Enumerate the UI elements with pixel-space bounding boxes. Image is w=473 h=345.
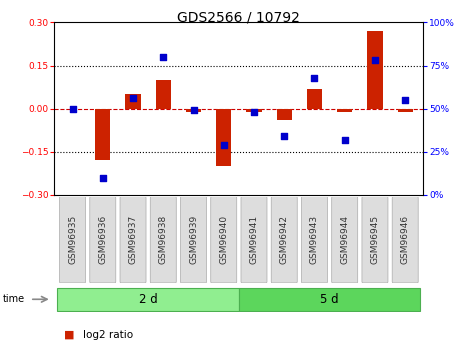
Text: GSM96939: GSM96939 [189, 215, 198, 264]
Text: GSM96938: GSM96938 [159, 215, 168, 264]
FancyBboxPatch shape [301, 197, 327, 283]
FancyBboxPatch shape [241, 197, 267, 283]
Point [69, 106, 76, 111]
Bar [398, 109, 413, 111]
Point [341, 137, 349, 142]
FancyBboxPatch shape [362, 197, 388, 283]
Point [129, 96, 137, 101]
Bar [277, 109, 292, 120]
Bar [368, 31, 383, 109]
Bar [125, 94, 140, 109]
FancyBboxPatch shape [211, 197, 237, 283]
FancyBboxPatch shape [239, 288, 420, 311]
FancyBboxPatch shape [332, 197, 358, 283]
Text: GDS2566 / 10792: GDS2566 / 10792 [177, 10, 300, 24]
Text: 5 d: 5 d [320, 293, 339, 306]
Point [220, 142, 228, 148]
Text: GSM96942: GSM96942 [280, 215, 289, 264]
Bar [216, 109, 231, 166]
Bar [186, 109, 201, 111]
Text: GSM96941: GSM96941 [249, 215, 258, 264]
Point [402, 97, 409, 103]
Text: GSM96940: GSM96940 [219, 215, 228, 264]
Point [190, 108, 197, 113]
Bar [337, 109, 352, 111]
Text: GSM96937: GSM96937 [129, 215, 138, 264]
Text: GSM96945: GSM96945 [370, 215, 379, 264]
Bar [246, 109, 262, 111]
Point [250, 109, 258, 115]
FancyBboxPatch shape [271, 197, 297, 283]
Text: GSM96936: GSM96936 [98, 215, 107, 264]
FancyBboxPatch shape [60, 197, 86, 283]
Text: GSM96935: GSM96935 [68, 215, 77, 264]
Text: 2 d: 2 d [139, 293, 158, 306]
Point [371, 58, 379, 63]
Point [280, 134, 288, 139]
Bar [156, 80, 171, 109]
Text: GSM96946: GSM96946 [401, 215, 410, 264]
Point [159, 54, 167, 60]
Bar [307, 89, 322, 109]
Bar [95, 109, 110, 160]
FancyBboxPatch shape [90, 197, 116, 283]
Text: GSM96944: GSM96944 [340, 215, 349, 264]
Text: log2 ratio: log2 ratio [83, 330, 133, 339]
FancyBboxPatch shape [57, 288, 239, 311]
Text: time: time [2, 294, 25, 304]
FancyBboxPatch shape [150, 197, 176, 283]
FancyBboxPatch shape [392, 197, 418, 283]
Point [99, 175, 106, 180]
Text: ■: ■ [64, 330, 74, 339]
FancyBboxPatch shape [120, 197, 146, 283]
Point [311, 75, 318, 80]
Text: GSM96943: GSM96943 [310, 215, 319, 264]
FancyBboxPatch shape [181, 197, 207, 283]
